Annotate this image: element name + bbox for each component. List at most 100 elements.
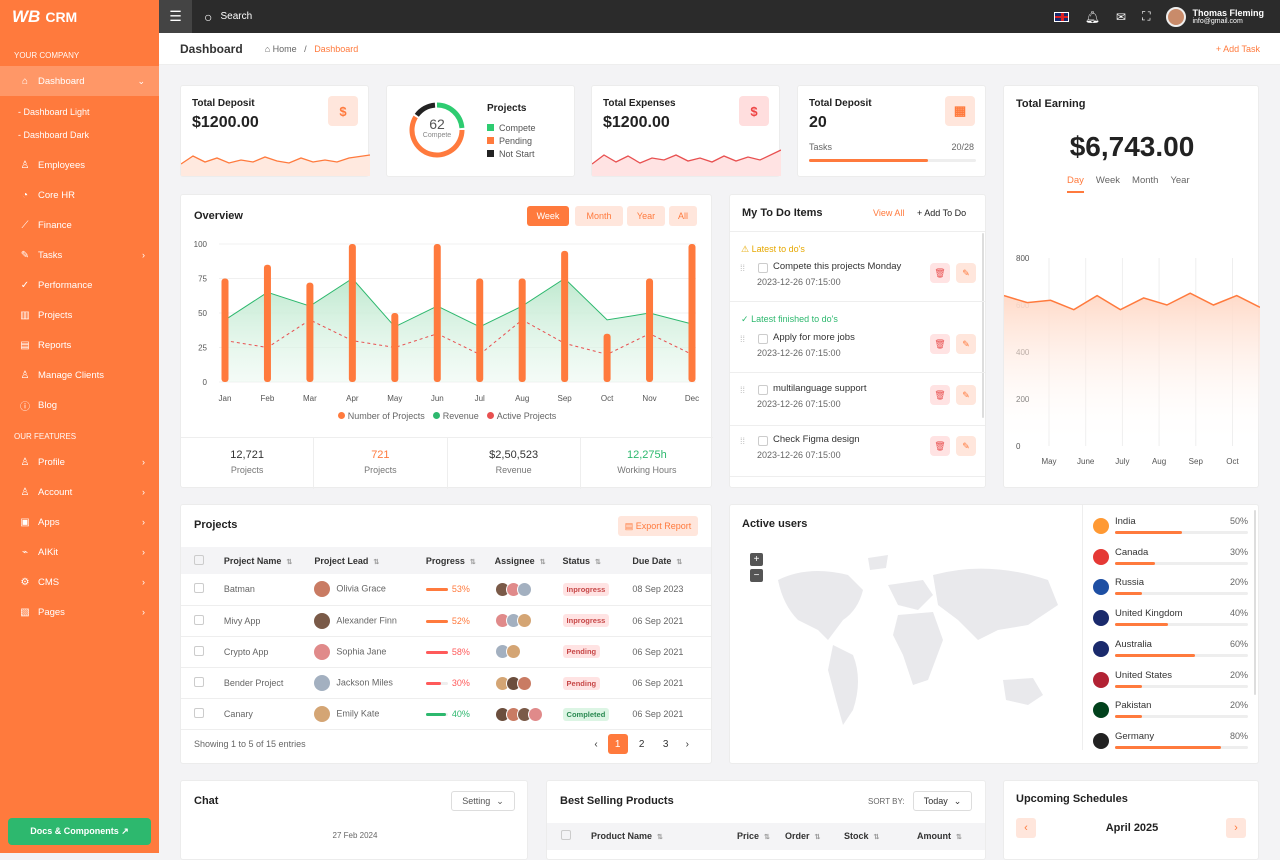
- row-checkbox[interactable]: [194, 583, 204, 594]
- sidebar-item-projects[interactable]: ▥ Projects: [0, 300, 159, 330]
- docs-components-button[interactable]: Docs & Components ↗: [8, 818, 151, 845]
- sidebar-subitem-dashboard-light[interactable]: - Dashboard Light: [18, 106, 90, 117]
- export-report-button[interactable]: ▤ Export Report: [618, 516, 698, 536]
- delete-button[interactable]: 🗑︎: [930, 385, 950, 405]
- scrollbar[interactable]: [1254, 510, 1256, 695]
- tab-year[interactable]: Year: [1170, 175, 1190, 186]
- todo-checkbox[interactable]: [758, 334, 768, 344]
- column-header[interactable]: Project Lead ⇅: [314, 547, 426, 574]
- zoom-in-button[interactable]: +: [750, 553, 763, 566]
- chevron-right-icon: ›: [142, 250, 145, 260]
- sidebar-item-blog[interactable]: ⓘ Blog: [0, 390, 159, 420]
- next-month-button[interactable]: ›: [1226, 818, 1246, 838]
- column-header[interactable]: Project Name ⇅: [223, 547, 315, 574]
- tab-month[interactable]: Month: [1132, 175, 1159, 186]
- edit-button[interactable]: ✎: [956, 334, 976, 354]
- row-checkbox[interactable]: [194, 645, 204, 656]
- table-row[interactable]: Bender Project Jackson Miles 30% Pending 06 …: [181, 667, 711, 700]
- drag-handle-icon[interactable]: ⁞⁞: [740, 334, 746, 344]
- column-header[interactable]: Progress ⇅: [425, 547, 495, 574]
- sidebar-item-profile[interactable]: ♙ Profile ›: [0, 447, 159, 477]
- drag-handle-icon[interactable]: ⁞⁞: [740, 385, 746, 395]
- delete-button[interactable]: 🗑︎: [930, 263, 950, 283]
- view-all-link[interactable]: View All: [873, 208, 905, 218]
- sort-dropdown[interactable]: Today ⌄: [913, 791, 972, 811]
- tab-week[interactable]: Week: [527, 206, 569, 226]
- search-box[interactable]: ○ Search: [204, 9, 252, 25]
- chevron-right-icon[interactable]: ›: [685, 738, 689, 750]
- sidebar-item-manage-clients[interactable]: ♙ Manage Clients: [0, 360, 159, 390]
- brand-logo[interactable]: WB CRM: [0, 0, 159, 33]
- column-header[interactable]: Amount ⇅: [917, 831, 962, 841]
- sidebar-item-employees[interactable]: ♙ Employees: [0, 150, 159, 180]
- zoom-out-button[interactable]: −: [750, 569, 763, 582]
- sidebar-item-aikit[interactable]: ⌁ AIKit ›: [0, 537, 159, 567]
- table-row[interactable]: Crypto App Sophia Jane 58% Pending 06 Sep 20…: [181, 636, 711, 669]
- column-header[interactable]: Assignee ⇅: [494, 547, 563, 574]
- edit-button[interactable]: ✎: [956, 436, 976, 456]
- table-row[interactable]: Canary Emily Kate 40% Completed 06 Sep 2021: [181, 698, 711, 731]
- user-menu[interactable]: Thomas Fleming info@gmail.com: [1166, 6, 1264, 27]
- tab-week[interactable]: Week: [1095, 175, 1121, 186]
- avatar[interactable]: [505, 644, 521, 660]
- tab-year[interactable]: Year: [627, 206, 665, 226]
- page-button-3[interactable]: 3: [662, 738, 669, 750]
- table-row[interactable]: Mivy App Alexander Finn 52% Inprogress 06 Se…: [181, 605, 711, 637]
- sidebar-item-finance[interactable]: ⟋ Finance: [0, 210, 159, 240]
- avatar[interactable]: [527, 706, 543, 722]
- select-all-checkbox[interactable]: [194, 554, 204, 565]
- sidebar-item-apps[interactable]: ▣ Apps ›: [0, 507, 159, 537]
- bar-aug: [518, 278, 526, 382]
- drag-handle-icon[interactable]: ⁞⁞: [740, 436, 746, 446]
- sidebar-item-dashboard[interactable]: ⌂ Dashboard ⌄: [0, 66, 159, 96]
- column-header[interactable]: Due Date ⇅: [632, 547, 711, 574]
- delete-button[interactable]: 🗑︎: [930, 334, 950, 354]
- row-checkbox[interactable]: [194, 677, 204, 688]
- tab-month[interactable]: Month: [575, 206, 623, 226]
- chevron-left-icon[interactable]: ‹: [594, 738, 598, 750]
- column-header[interactable]: Product Name ⇅: [591, 831, 663, 841]
- menu-toggle-button[interactable]: ☰: [159, 0, 192, 33]
- uk-flag-icon[interactable]: [1053, 11, 1069, 22]
- edit-button[interactable]: ✎: [956, 263, 976, 283]
- todo-checkbox[interactable]: [758, 385, 768, 395]
- avatar[interactable]: [516, 581, 532, 597]
- prev-month-button[interactable]: ‹: [1016, 818, 1036, 838]
- edit-button[interactable]: ✎: [956, 385, 976, 405]
- delete-button[interactable]: 🗑︎: [930, 436, 950, 456]
- sidebar-item-tasks[interactable]: ✎ Tasks ›: [0, 240, 159, 270]
- column-header[interactable]: Status ⇅: [562, 547, 633, 574]
- avatar[interactable]: [516, 675, 532, 691]
- page-button-1[interactable]: 1: [607, 734, 628, 754]
- fullscreen-icon[interactable]: ⛶: [1142, 9, 1151, 23]
- page-button-2[interactable]: 2: [638, 738, 645, 750]
- todo-checkbox[interactable]: [758, 436, 768, 446]
- world-map[interactable]: [748, 550, 1068, 750]
- sidebar-item-cms[interactable]: ⚙ CMS ›: [0, 567, 159, 597]
- row-checkbox[interactable]: [194, 614, 204, 625]
- tab-day[interactable]: Day: [1067, 175, 1084, 193]
- add-todo-button[interactable]: + Add To Do: [917, 208, 967, 218]
- column-header[interactable]: Stock ⇅: [844, 831, 879, 841]
- sidebar-item-pages[interactable]: ▧ Pages ›: [0, 597, 159, 627]
- column-header[interactable]: Price ⇅: [737, 831, 770, 841]
- sidebar-subitem-dashboard-dark[interactable]: - Dashboard Dark: [18, 129, 90, 140]
- add-task-button[interactable]: + Add Task: [1215, 43, 1260, 54]
- row-checkbox[interactable]: [194, 708, 204, 719]
- todo-checkbox[interactable]: [758, 263, 768, 273]
- sidebar-item-core-hr[interactable]: ◔ Core HR: [0, 180, 159, 210]
- drag-handle-icon[interactable]: ⁞⁞: [740, 263, 746, 273]
- mail-icon[interactable]: ✉: [1116, 9, 1127, 24]
- bell-icon[interactable]: 🔔︎: [1084, 9, 1101, 24]
- table-row[interactable]: Batman Olivia Grace 53% Inprogress 08 Sep 20…: [181, 574, 711, 606]
- tab-all[interactable]: All: [669, 206, 697, 226]
- avatar[interactable]: [516, 613, 532, 629]
- breadcrumb-home[interactable]: Home: [272, 43, 297, 54]
- setting-dropdown[interactable]: Setting ⌄: [451, 791, 515, 811]
- sidebar-item-performance[interactable]: ✓ Performance: [0, 270, 159, 300]
- sidebar-item-reports[interactable]: ▤ Reports: [0, 330, 159, 360]
- column-header[interactable]: Order ⇅: [785, 831, 820, 841]
- select-all-checkbox[interactable]: [561, 830, 571, 840]
- scrollbar[interactable]: [982, 233, 984, 418]
- sidebar-item-account[interactable]: ♙ Account ›: [0, 477, 159, 507]
